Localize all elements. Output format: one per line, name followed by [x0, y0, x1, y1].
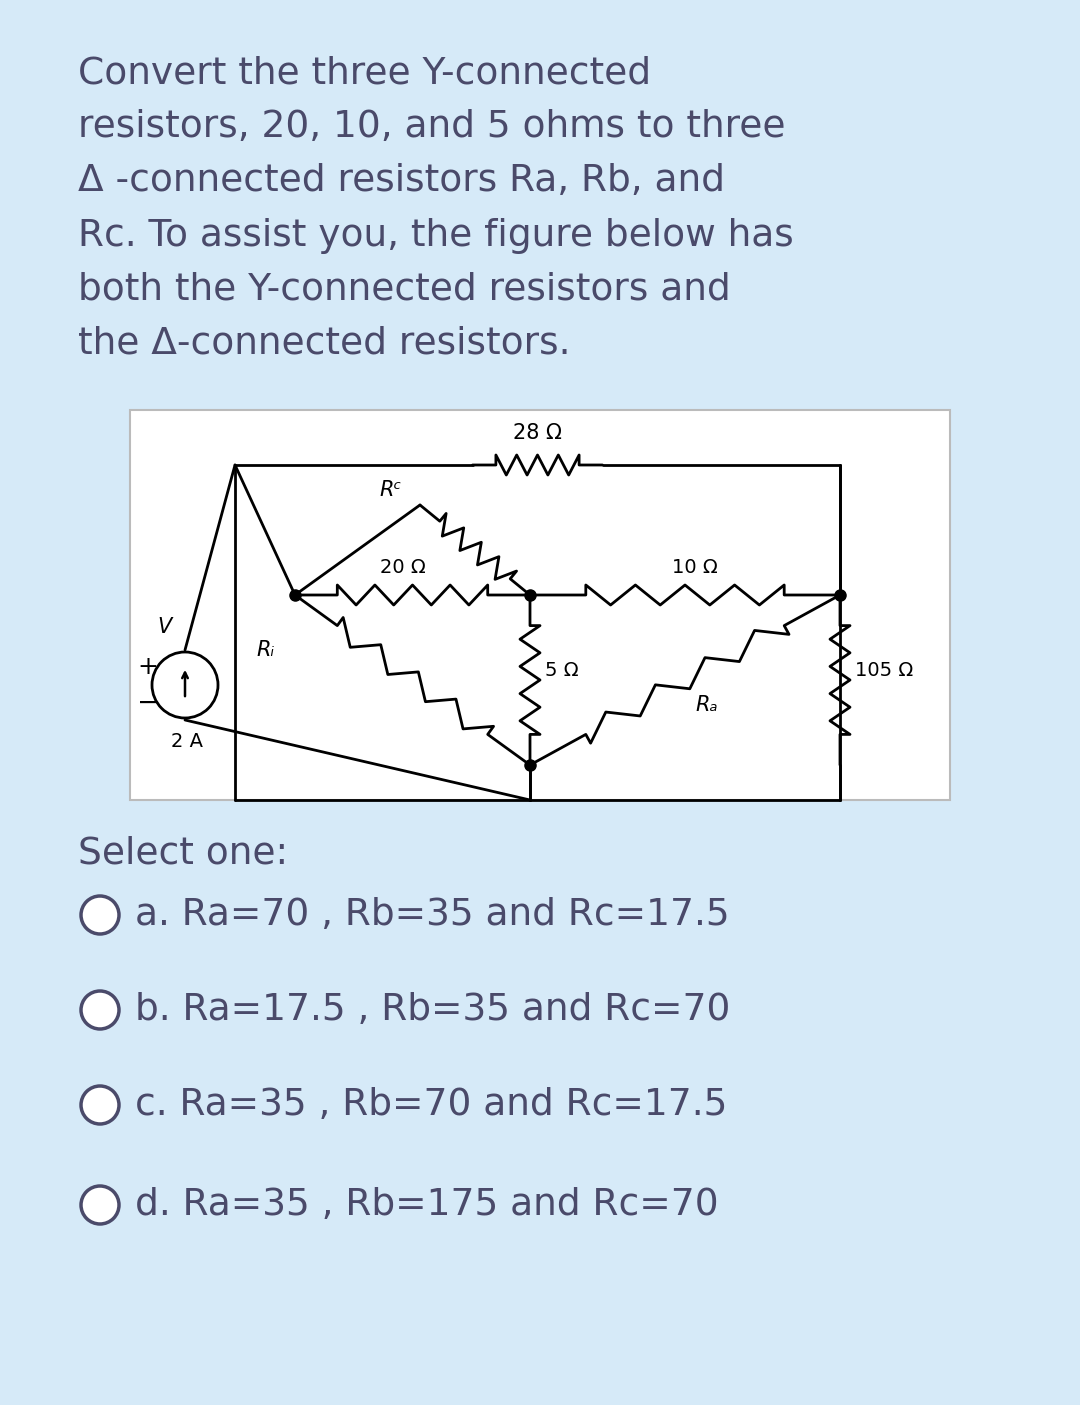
Circle shape: [81, 991, 119, 1028]
Text: 10 Ω: 10 Ω: [672, 558, 718, 577]
Text: +: +: [137, 655, 158, 679]
Text: Rₐ: Rₐ: [696, 695, 717, 715]
Circle shape: [152, 652, 218, 718]
Circle shape: [81, 1186, 119, 1224]
Text: Select one:: Select one:: [78, 835, 288, 871]
Text: 20 Ω: 20 Ω: [380, 558, 426, 577]
Circle shape: [81, 896, 119, 934]
Text: 105 Ω: 105 Ω: [855, 660, 914, 680]
Text: d. Ra=35 , Rb=175 and Rc=70: d. Ra=35 , Rb=175 and Rc=70: [135, 1187, 718, 1222]
Text: 2 A: 2 A: [171, 732, 203, 752]
Text: c. Ra=35 , Rb=70 and Rc=17.5: c. Ra=35 , Rb=70 and Rc=17.5: [135, 1087, 727, 1123]
Text: Rᶜ: Rᶜ: [380, 481, 402, 500]
Text: b. Ra=17.5 , Rb=35 and Rc=70: b. Ra=17.5 , Rb=35 and Rc=70: [135, 992, 730, 1028]
Text: a. Ra=70 , Rb=35 and Rc=17.5: a. Ra=70 , Rb=35 and Rc=17.5: [135, 896, 730, 933]
Text: 28 Ω: 28 Ω: [513, 423, 562, 443]
Text: Convert the three Y-connected
resistors, 20, 10, and 5 ohms to three
Δ -connecte: Convert the three Y-connected resistors,…: [78, 55, 794, 362]
Text: V: V: [157, 617, 172, 636]
Text: 5 Ω: 5 Ω: [545, 660, 579, 680]
Text: −: −: [137, 688, 160, 717]
Circle shape: [81, 1086, 119, 1124]
Text: Rᵢ: Rᵢ: [257, 641, 275, 660]
Bar: [130, 410, 950, 799]
